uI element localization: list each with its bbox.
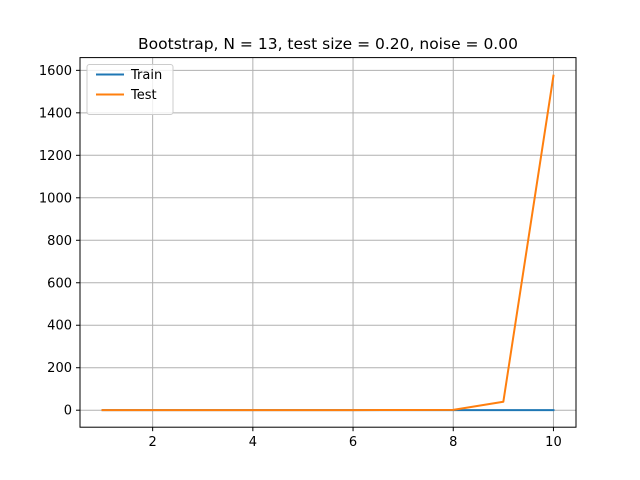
x-tick-label: 8 bbox=[449, 435, 457, 450]
legend-frame bbox=[86, 64, 174, 115]
x-tick-label: 4 bbox=[249, 435, 257, 450]
x-tick-label: 6 bbox=[349, 435, 357, 450]
y-tick-label: 200 bbox=[47, 361, 72, 376]
y-tick-label: 0 bbox=[64, 404, 72, 419]
legend-label: Train bbox=[130, 68, 162, 83]
y-tick-label: 600 bbox=[47, 276, 72, 291]
series-lines bbox=[101, 74, 555, 412]
series-line-test bbox=[101, 74, 555, 412]
axis-ticks: 2 4 6 8 10 0 200 400 600 800 1000 1200 1400 1600 bbox=[39, 64, 562, 450]
y-tick-label: 800 bbox=[47, 234, 72, 249]
y-tick-label: 400 bbox=[47, 319, 72, 334]
y-tick-label: 1600 bbox=[39, 64, 72, 79]
y-tick-label: 1000 bbox=[39, 191, 72, 206]
chart-title: Bootstrap, N = 13, test size = 0.20, noi… bbox=[138, 35, 518, 53]
x-tick-label: 10 bbox=[545, 435, 562, 450]
y-tick-label: 1200 bbox=[39, 149, 72, 164]
legend-label: Test bbox=[130, 88, 157, 103]
y-tick-label: 1400 bbox=[39, 106, 72, 121]
legend: Train Test bbox=[86, 64, 174, 115]
x-tick-label: 2 bbox=[149, 435, 157, 450]
plot-frame bbox=[79, 57, 577, 428]
